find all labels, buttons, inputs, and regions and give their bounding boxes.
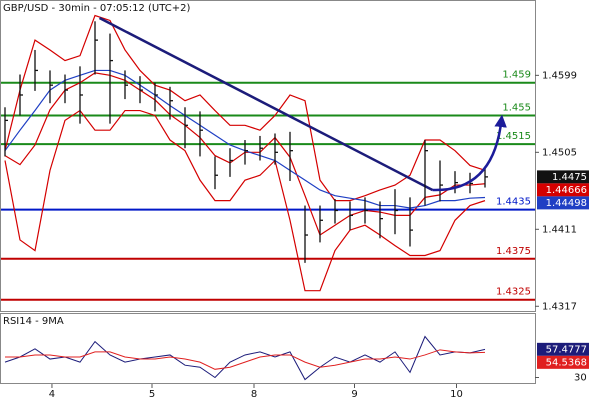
last-price-box [537, 170, 589, 184]
y-tick-label: 1.4411 [542, 224, 577, 235]
y-tick-label: 1.4505 [542, 147, 577, 158]
band-value-box [537, 183, 589, 197]
rsi-value-box [537, 342, 589, 356]
rsi-value: 57.4777 [546, 344, 587, 355]
x-tick-label: 4 [49, 389, 55, 400]
ma-value: 1.44498 [546, 198, 587, 209]
level-label: 1.4435 [496, 197, 531, 208]
level-label: 1.459 [502, 70, 531, 81]
level-label: 1.455 [502, 102, 531, 113]
x-tick-label: 8 [251, 389, 257, 400]
indicator-line [4, 109, 486, 292]
y-tick-label: 1.4317 [542, 301, 577, 312]
x-tick-label: 9 [351, 389, 357, 400]
rsi-ma-value: 54.5368 [546, 357, 587, 368]
x-tick-label: 10 [450, 389, 463, 400]
rsi-title: RSI14 - 9MA [3, 316, 64, 327]
rsi-frame [0, 313, 536, 384]
y-tick-label: 1.4599 [542, 70, 577, 81]
ma-value-box [537, 196, 589, 210]
indicator-line [4, 14, 486, 202]
last-price: 1.4475 [552, 172, 587, 183]
price-frame [0, 0, 536, 312]
trendline [98, 16, 434, 192]
level-label: 1.4325 [496, 287, 531, 298]
band-value: 1.44666 [546, 185, 587, 196]
level-label: 1.4375 [496, 246, 531, 257]
forecast-arrow [432, 114, 507, 192]
chart-title: GBP/USD - 30min - 07:05:12 (UTC+2) [3, 3, 190, 14]
level-label: 1.4515 [496, 131, 531, 142]
x-tick-label: 5 [149, 389, 155, 400]
rsi-ma-value-box [537, 355, 589, 369]
rsi-line [5, 349, 486, 370]
rsi-y-tick-label: 30 [574, 373, 587, 384]
